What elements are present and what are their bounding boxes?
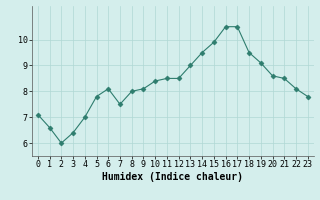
X-axis label: Humidex (Indice chaleur): Humidex (Indice chaleur) — [102, 172, 243, 182]
